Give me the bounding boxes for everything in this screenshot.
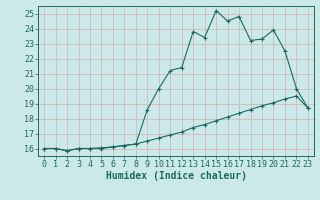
X-axis label: Humidex (Indice chaleur): Humidex (Indice chaleur)	[106, 171, 246, 181]
